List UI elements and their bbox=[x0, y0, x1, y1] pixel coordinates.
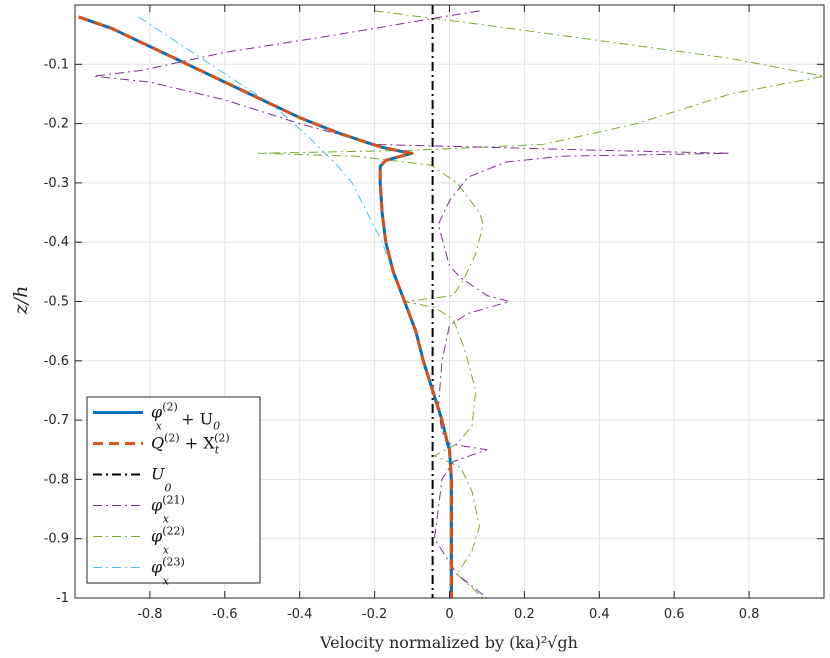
y-axis-label: z/h bbox=[10, 286, 32, 316]
legend-label-part: x bbox=[163, 575, 170, 588]
legend-label-part: (21) bbox=[162, 494, 185, 507]
series-line bbox=[93, 10, 731, 598]
legend-box bbox=[86, 396, 261, 584]
legend-label-part: U bbox=[151, 465, 165, 484]
legend-label-part: + X bbox=[180, 434, 216, 453]
y-tick-label: -0.6 bbox=[44, 354, 69, 369]
y-axis-ticks: -0.1 -0.2 -0.3 -0.4 -0.5 -0.6 -0.7 -0.8 -0.9 -1 bbox=[44, 57, 824, 606]
legend-label-part: 0 bbox=[213, 420, 220, 433]
legend-label-part: φ bbox=[151, 527, 163, 546]
legend-label-part: φ bbox=[151, 558, 163, 577]
legend-label-part: (2) bbox=[162, 401, 178, 414]
legend-label-part: (23) bbox=[162, 556, 185, 569]
legend: φ(2) x + U0Q(2) + Xt(2)U0φ(21) xφ(22) xφ(23… bbox=[86, 396, 261, 588]
legend-label-part: (2) bbox=[164, 432, 180, 445]
y-tick-label: -0.2 bbox=[44, 117, 69, 132]
y-tick-label: -0.5 bbox=[44, 295, 69, 310]
legend-label: U0 bbox=[151, 465, 171, 495]
legend-label: Q(2) + Xt(2) bbox=[151, 432, 230, 457]
legend-label: φ(2) x + U0 bbox=[151, 401, 220, 433]
y-tick-label: -0.9 bbox=[44, 532, 69, 547]
y-tick-label: -0.1 bbox=[44, 57, 69, 72]
legend-label-part: (2) bbox=[214, 432, 230, 445]
x-axis-label: Velocity normalized by (ka)²√gh bbox=[319, 633, 578, 652]
x-tick-label: 0.2 bbox=[514, 607, 535, 622]
x-tick-label: 0.8 bbox=[739, 607, 760, 622]
x-axis-ticks: -0.8 -0.6 -0.4 -0.2 0 0.2 0.4 0.6 0.8 bbox=[137, 5, 759, 622]
x-tick-label: 0 bbox=[445, 607, 453, 622]
legend-label-part: x bbox=[163, 513, 170, 526]
y-tick-label: -0.8 bbox=[44, 472, 69, 487]
grid-lines bbox=[75, 5, 824, 599]
y-tick-label: -0.4 bbox=[44, 235, 69, 250]
legend-label: φ(21) x bbox=[151, 494, 185, 526]
x-tick-label: 0.6 bbox=[664, 607, 685, 622]
x-tick-label: -0.6 bbox=[212, 607, 237, 622]
legend-label-part: Q bbox=[151, 434, 164, 453]
legend-label: φ(23) x bbox=[151, 556, 185, 588]
plot-series bbox=[78, 5, 824, 598]
x-tick-label: -0.2 bbox=[362, 607, 387, 622]
legend-label-part: φ bbox=[151, 403, 163, 422]
legend-label-part: x bbox=[163, 544, 170, 557]
x-tick-label: -0.4 bbox=[287, 607, 312, 622]
legend-label-part: φ bbox=[151, 496, 163, 515]
series-line bbox=[78, 15, 453, 598]
legend-label-part: 0 bbox=[164, 482, 171, 495]
x-tick-label: -0.8 bbox=[137, 607, 162, 622]
y-tick-label: -1 bbox=[56, 591, 69, 606]
y-tick-label: -0.7 bbox=[44, 413, 69, 428]
x-tick-label: 0.4 bbox=[589, 607, 610, 622]
y-tick-label: -0.3 bbox=[44, 176, 69, 191]
series-line bbox=[258, 10, 824, 598]
legend-label-part: + U bbox=[176, 410, 213, 429]
legend-label-part: t bbox=[215, 444, 220, 457]
legend-label-part: (22) bbox=[162, 525, 185, 538]
legend-label-part: x bbox=[156, 420, 163, 433]
legend-label: φ(22) x bbox=[151, 525, 185, 557]
